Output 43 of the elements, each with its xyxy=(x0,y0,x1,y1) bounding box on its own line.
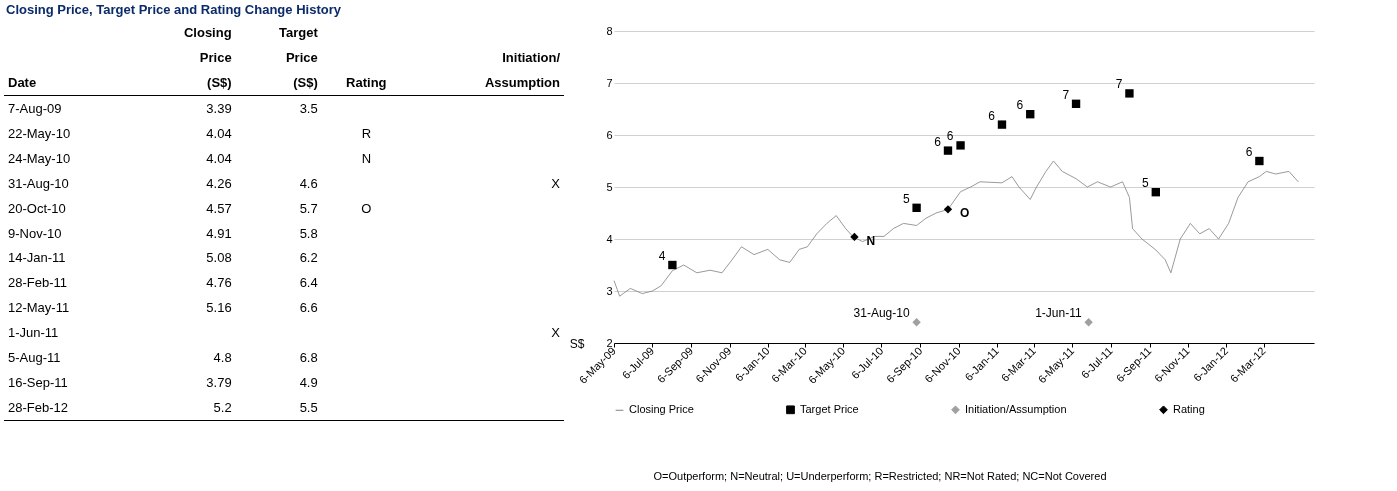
text: 7-Aug-09 3.39 3.5 xyxy=(8,100,318,116)
text: 31-Aug-10 4.26 4.6 X xyxy=(8,175,560,191)
data-label: 6 xyxy=(1016,98,1024,113)
text: Price Price Initiation/ xyxy=(199,49,560,65)
data-label: 5 xyxy=(902,191,910,206)
y-axis-title: S$ xyxy=(569,336,585,351)
data-label: 7 xyxy=(1062,87,1070,102)
y-tick-label: 7 xyxy=(606,76,613,89)
data-label: 1-Jun-11 xyxy=(1035,306,1082,321)
legend-label: Initiation/Assumption xyxy=(965,402,1067,415)
data-label: 31-Aug-10 xyxy=(853,306,910,321)
text: 16-Sep-11 3.79 4.9 xyxy=(8,374,318,390)
text: Closing Price, Target Price and Rating Change History xyxy=(5,1,342,19)
data-label: O xyxy=(959,206,970,221)
legend-label: Target Price xyxy=(800,402,859,415)
data-label: 6 xyxy=(946,129,954,144)
data-label: 5 xyxy=(1142,176,1150,191)
y-tick-label: 4 xyxy=(606,232,613,245)
y-tick-label: 8 xyxy=(606,24,613,37)
data-label: 6 xyxy=(988,108,996,123)
text: Closing Target xyxy=(183,24,318,40)
text: 1-Jun-11 X xyxy=(8,325,560,341)
data-label: 6 xyxy=(1245,145,1253,159)
text: 20-Oct-10 4.57 5.7 O xyxy=(8,200,372,216)
y-tick-label: 5 xyxy=(606,180,613,193)
text: 28-Feb-12 5.2 5.5 xyxy=(8,399,318,415)
text: 12-May-11 5.16 6.6 xyxy=(8,300,318,316)
text: 9-Nov-10 4.91 5.8 xyxy=(8,225,318,241)
legend-label: Closing Price xyxy=(629,403,694,416)
text: 5-Aug-11 4.8 6.8 xyxy=(8,349,318,365)
text: 24-May-10 4.04 N xyxy=(8,150,372,166)
text: 28-Feb-11 4.76 6.4 xyxy=(8,275,318,291)
y-tick-label: 3 xyxy=(606,284,613,297)
legend-label: Rating xyxy=(1173,402,1205,415)
y-tick-label: 6 xyxy=(606,128,613,141)
data-label: 4 xyxy=(658,249,666,263)
data-label: 6 xyxy=(934,134,942,149)
text: O=Outperform; N=Neutral; U=Underperform; R=Restricted; NR=Not Rated; NC=Not Covered xyxy=(652,470,1108,482)
text: Date (S$) (S$) Rating Assumption xyxy=(8,74,560,90)
text: 14-Jan-11 5.08 6.2 xyxy=(8,250,318,266)
text: 22-May-10 4.04 R xyxy=(8,125,372,141)
data-label: N xyxy=(866,233,876,248)
data-label: 7 xyxy=(1115,77,1123,92)
